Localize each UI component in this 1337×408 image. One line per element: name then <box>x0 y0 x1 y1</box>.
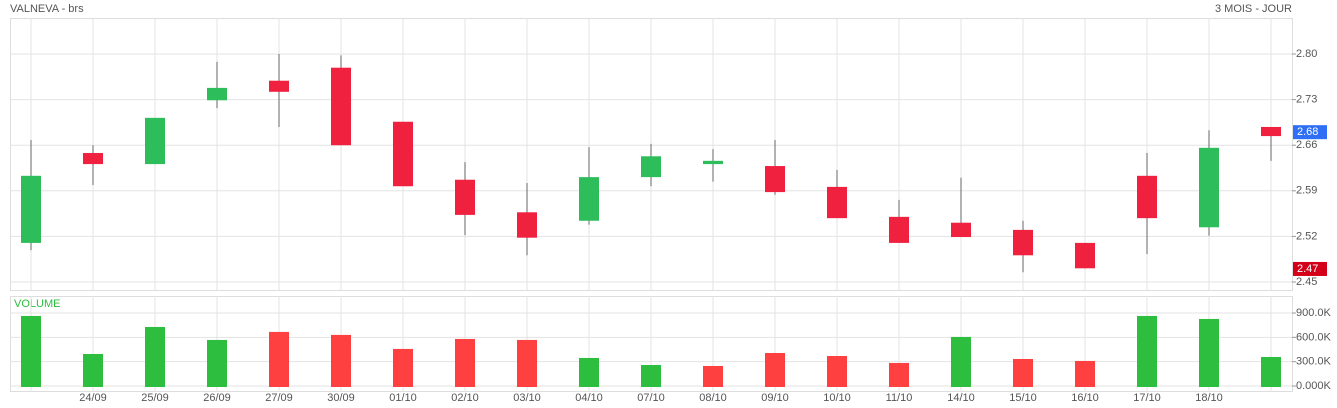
candle-body <box>889 216 909 243</box>
x-tick-label: 10/10 <box>823 392 851 404</box>
x-tick-label: 01/10 <box>389 392 417 404</box>
x-tick-label: 14/10 <box>947 392 975 404</box>
x-tick-label: 11/10 <box>886 392 913 404</box>
volume-bar <box>455 338 475 387</box>
volume-bar <box>331 334 351 387</box>
y-tick-label: 600.0K <box>1296 331 1332 343</box>
volume-bar <box>1075 360 1095 387</box>
price-marker-label: 2.47 <box>1297 263 1318 275</box>
candle-body <box>951 222 971 238</box>
x-tick-label: 27/09 <box>265 392 293 404</box>
candle-body <box>827 186 847 219</box>
volume-bar <box>1013 359 1033 387</box>
y-tick-label: 0.000K <box>1296 380 1332 392</box>
x-tick-label: 07/10 <box>637 392 665 404</box>
y-tick-label: 2.59 <box>1296 185 1317 197</box>
candle-body <box>269 80 289 92</box>
x-tick-label: 16/10 <box>1071 392 1099 404</box>
y-tick-label: 2.45 <box>1296 276 1317 288</box>
volume-bar <box>1199 318 1219 387</box>
volume-bar <box>703 365 723 387</box>
candle-body <box>1199 147 1219 228</box>
volume-bar <box>207 339 227 387</box>
candle-body <box>1013 229 1033 256</box>
candle-body <box>579 177 599 221</box>
volume-bar <box>889 362 909 387</box>
candle-body <box>21 175 41 243</box>
price-marker-label: 2.68 <box>1297 126 1318 138</box>
candle-body <box>517 212 537 238</box>
candle-body <box>145 117 165 165</box>
chart-subtitle: 3 MOIS - JOUR <box>1215 3 1292 15</box>
volume-bar <box>269 331 289 387</box>
x-tick-label: 30/09 <box>327 392 355 404</box>
candle-body <box>641 156 661 178</box>
x-tick-label: 02/10 <box>451 392 479 404</box>
x-tick-label: 15/10 <box>1009 392 1037 404</box>
candle-body <box>1137 175 1157 219</box>
price-marker <box>1293 261 1327 276</box>
candle-body <box>1261 126 1281 137</box>
volume-bar <box>641 365 661 387</box>
y-tick-label: 2.73 <box>1296 94 1317 106</box>
volume-bar <box>579 357 599 387</box>
x-tick-label: 09/10 <box>761 392 789 404</box>
volume-bar <box>83 353 103 387</box>
candle-body <box>331 67 351 146</box>
candle-body <box>393 121 413 187</box>
volume-bar <box>1137 315 1157 387</box>
volume-title: VOLUME <box>14 298 60 310</box>
price-marker <box>1293 125 1327 140</box>
x-tick-label: 17/10 <box>1133 392 1161 404</box>
y-tick-label: 2.52 <box>1296 230 1317 242</box>
y-tick-label: 300.0K <box>1296 356 1332 368</box>
y-tick-label: 2.80 <box>1296 48 1317 60</box>
x-tick-label: 26/09 <box>203 392 231 404</box>
x-tick-label: 18/10 <box>1195 392 1223 404</box>
volume-bar <box>393 348 413 387</box>
volume-bar <box>765 353 785 387</box>
volume-bar <box>827 356 847 387</box>
candle-body <box>1075 242 1095 269</box>
y-tick-label: 2.66 <box>1296 139 1317 151</box>
candle-body <box>765 166 785 193</box>
volume-bar <box>145 326 165 387</box>
x-tick-label: 08/10 <box>699 392 727 404</box>
volume-bar <box>517 339 537 387</box>
chart-title: VALNEVA - brs <box>10 3 84 15</box>
volume-bar <box>21 315 41 387</box>
volume-bar <box>1261 356 1281 387</box>
candle-body <box>83 153 103 165</box>
x-tick-label: 24/09 <box>79 392 107 404</box>
candle-body <box>455 179 475 215</box>
volume-bar <box>951 336 971 387</box>
candle-body <box>703 160 723 165</box>
y-tick-label: 900.0K <box>1296 307 1332 319</box>
x-tick-label: 03/10 <box>513 392 541 404</box>
x-tick-label: 25/09 <box>141 392 169 404</box>
x-tick-label: 04/10 <box>575 392 603 404</box>
candle-body <box>207 87 227 101</box>
